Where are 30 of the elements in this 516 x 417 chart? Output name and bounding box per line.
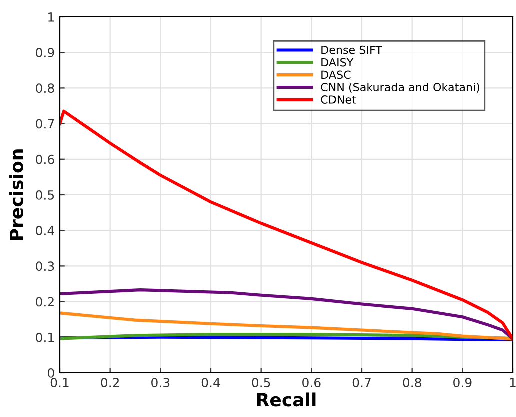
x-tick-label: 0.7: [352, 378, 371, 388]
y-tick-label: 0.1: [36, 332, 54, 342]
line-series: [60, 312, 513, 341]
line-series: [60, 110, 513, 341]
x-tick-label: 0.6: [302, 378, 321, 388]
line-series: [60, 288, 513, 341]
x-axis-title: Recall: [257, 392, 316, 407]
x-tick-label: 0.5: [252, 378, 270, 388]
y-axis-title: Precision: [9, 150, 24, 240]
y-tick-label: 0: [48, 368, 54, 378]
y-tick-label: 0.5: [36, 190, 54, 200]
y-tick-label: 0.3: [36, 262, 54, 272]
x-tick-label: 0.9: [454, 378, 472, 388]
x-tick-label: 0.4: [202, 378, 220, 388]
y-tick-label: 0.6: [36, 154, 54, 164]
legend-label: Dense SIFT: [322, 46, 382, 54]
y-tick-label: 0.2: [36, 297, 54, 307]
x-tick-label: 0.3: [152, 378, 170, 388]
x-tick-label: 1: [510, 378, 516, 388]
y-tick-label: 0.4: [36, 226, 54, 236]
y-tick-label: 0.8: [36, 84, 54, 94]
legend-label: DASC: [322, 70, 351, 80]
legend-label: DAISY: [322, 58, 354, 67]
y-tick-label: 0.7: [36, 119, 54, 129]
y-tick-label: 1: [48, 12, 54, 22]
legend-label: CDNet: [321, 96, 356, 104]
y-tick-label: 0.9: [36, 48, 54, 58]
x-tick-label: 0.2: [101, 378, 120, 388]
legend-label: CNN (Sakurada and Okatani): [321, 82, 480, 93]
x-tick-label: 0.8: [403, 378, 422, 388]
